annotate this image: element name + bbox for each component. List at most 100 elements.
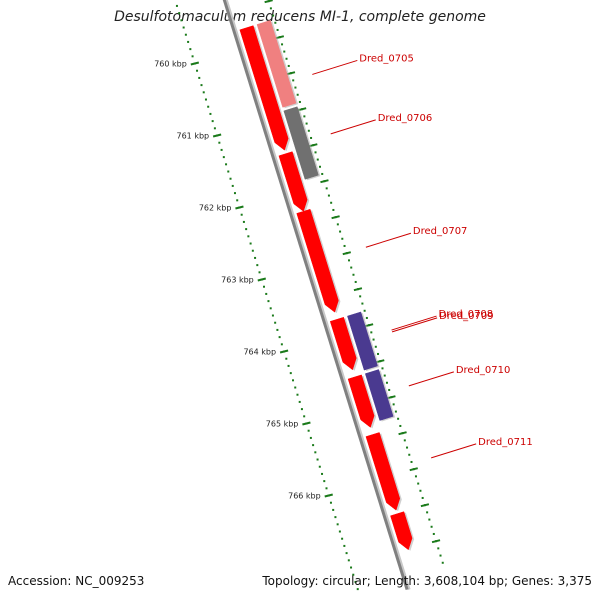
track-tick (320, 179, 329, 184)
kbp-label: 761 kbp (177, 132, 210, 141)
track-dot (417, 482, 420, 485)
ruler-dot (271, 314, 274, 317)
gene-tracks[interactable] (239, 20, 415, 551)
gene-label[interactable]: Dred_0707 (413, 226, 468, 237)
ruler-dot (276, 328, 279, 331)
ruler-dot (296, 393, 299, 396)
gene-arrow[interactable] (364, 369, 394, 421)
track-dot (372, 338, 375, 341)
gene-arrow[interactable] (347, 311, 378, 371)
ruler-dot (285, 357, 288, 360)
track-dot (276, 28, 279, 31)
track-dot (361, 302, 364, 305)
track-dot (408, 453, 411, 456)
ruler-dot (218, 141, 221, 144)
track-tick (353, 287, 363, 292)
track-dot (269, 7, 272, 10)
track-dot (318, 165, 321, 168)
ruler-dot (233, 192, 236, 195)
ruler-dot (207, 105, 210, 108)
track-dot (305, 122, 308, 125)
track-dot (285, 57, 288, 60)
ruler-dot (341, 537, 344, 540)
kbp-tick (324, 493, 333, 498)
ruler-dot (289, 372, 292, 375)
ruler-dot (323, 480, 326, 483)
ruler-dot (180, 19, 183, 22)
ruler-dot (258, 271, 261, 274)
gene-label[interactable]: Dred_0706 (378, 113, 433, 124)
ruler-dot (318, 465, 321, 468)
track-dot (298, 100, 301, 103)
track-tick (342, 251, 352, 256)
ruler-dot (303, 415, 306, 418)
gene-label[interactable]: Dred_0708 (439, 309, 494, 320)
gene-arrow[interactable] (390, 511, 413, 551)
track-dot (421, 496, 424, 499)
ruler-dot (329, 501, 332, 504)
gene-label[interactable]: Dred_0710 (456, 365, 511, 376)
gene-arrow[interactable] (347, 374, 375, 428)
ruler-dot (265, 292, 268, 295)
ruler-dot (240, 213, 243, 216)
track-dot (332, 208, 335, 211)
gene-label[interactable]: Dred_0709 (439, 311, 494, 322)
track-dot (410, 460, 413, 463)
track-dot (430, 525, 433, 528)
backbone-line (222, 0, 409, 591)
kbp-label: 760 kbp (154, 60, 187, 69)
gene-label[interactable]: Dred_0711 (478, 437, 533, 448)
ruler-dot (225, 163, 228, 166)
ruler-dot (231, 184, 234, 187)
ruler-dot (269, 307, 272, 310)
label-leader (391, 317, 438, 333)
ruler-dot (254, 256, 257, 259)
accession-text: Accession: NC_009253 (8, 574, 145, 588)
track-dot (339, 230, 342, 233)
backbone (222, 0, 411, 591)
gene-arrow[interactable] (329, 316, 357, 371)
genome-summary-text: Topology: circular; Length: 3,608,104 bp… (262, 574, 592, 588)
ruler-dot (294, 386, 297, 389)
track-dot (385, 381, 388, 384)
ruler-dot (343, 544, 346, 547)
ruler-dot (262, 285, 265, 288)
ruler-dot (350, 566, 353, 569)
track-dot (399, 424, 402, 427)
track-dot (310, 136, 313, 139)
gene-label[interactable]: Dred_0705 (359, 53, 414, 64)
label-leader (330, 119, 376, 135)
ruler-dot (213, 127, 216, 130)
track-tick (264, 0, 273, 4)
ruler-dot (287, 364, 290, 367)
ruler-dot (280, 343, 283, 346)
gene-arrow[interactable] (239, 25, 289, 151)
track-dot (426, 511, 429, 514)
gene-arrow[interactable] (283, 106, 319, 180)
gene-labels[interactable]: Dred_0705Dred_0706Dred_0707Dred_0708Dred… (312, 53, 533, 459)
backbone-shadow (224, 0, 411, 591)
kbp-tick (279, 349, 289, 354)
kbp-tick (235, 205, 244, 210)
ruler-dot (334, 516, 337, 519)
kbp-tick (212, 133, 222, 138)
dotted-guides (175, 0, 444, 591)
ruler-dot (345, 552, 348, 555)
ruler-dot (184, 33, 187, 36)
track-dot (341, 237, 344, 240)
track-tick (398, 431, 407, 436)
gene-arrow[interactable] (278, 151, 308, 212)
track-dot (394, 410, 397, 413)
track-dot (316, 158, 319, 161)
gene-arrow[interactable] (256, 20, 297, 108)
track-dot (283, 50, 286, 53)
track-dot (388, 388, 391, 391)
ruler-dot (352, 573, 355, 576)
gene-arrow[interactable] (365, 432, 401, 511)
track-dot (365, 316, 368, 319)
label-leader (312, 59, 358, 75)
ruler-dot (332, 508, 335, 511)
ruler-dot (274, 321, 277, 324)
gene-arrow[interactable] (296, 208, 339, 313)
